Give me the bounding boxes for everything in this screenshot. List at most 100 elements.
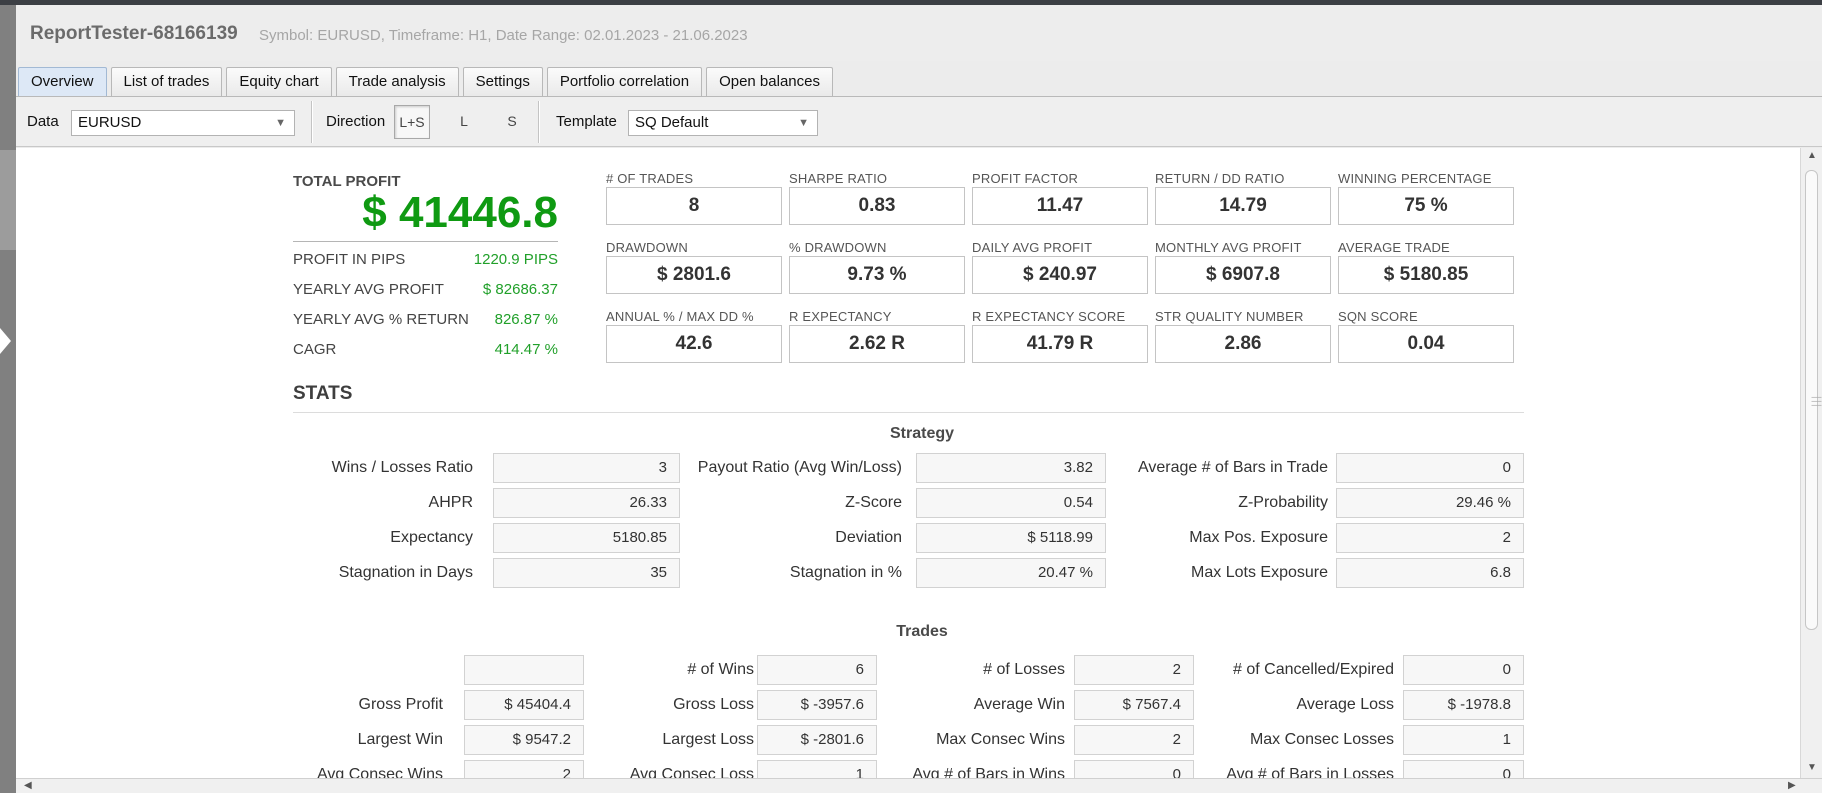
- stat-value: 20.47 %: [916, 558, 1106, 588]
- metric-value-trades: 8: [606, 187, 782, 225]
- metric-label: DAILY AVG PROFIT: [972, 240, 1093, 255]
- trade-stat-value: $ -3957.6: [757, 690, 877, 720]
- scroll-grip-icon: — — —: [1811, 392, 1822, 411]
- vertical-scrollbar[interactable]: ▲ — — — ▼: [1800, 148, 1822, 778]
- metric-label: AVERAGE TRADE: [1338, 240, 1450, 255]
- direction-button-long[interactable]: L: [460, 113, 468, 129]
- direction-label: Direction: [326, 113, 386, 130]
- strategy-heading: Strategy: [889, 425, 955, 442]
- stat-value: 0: [1336, 453, 1524, 483]
- scroll-right-icon[interactable]: ▶: [1788, 780, 1796, 791]
- stat-value: 35: [493, 558, 680, 588]
- toolbar-separator: [311, 101, 313, 143]
- trades-heading: Trades: [896, 623, 948, 640]
- direction-button-long-short[interactable]: L+S: [394, 105, 430, 139]
- trade-stat-value: 2: [464, 760, 584, 778]
- stat-label: Stagnation in %: [789, 564, 902, 581]
- data-select-value: EURUSD: [78, 114, 142, 131]
- report-title: ReportTester-68166139: [30, 23, 238, 44]
- tab-open-balances[interactable]: Open balances: [706, 67, 833, 97]
- dropdown-arrow-icon: ▼: [275, 117, 286, 129]
- trade-stat-label: Max Consec Losses: [1249, 731, 1394, 748]
- trade-stat-label: Average Win: [973, 696, 1065, 713]
- trade-stat-value: [464, 655, 584, 685]
- metric-label: ANNUAL % / MAX DD %: [606, 309, 754, 324]
- tab-list-of-trades[interactable]: List of trades: [110, 67, 223, 97]
- trade-stat-label: Largest Loss: [662, 731, 754, 748]
- yearly-avg-profit-label: YEARLY AVG PROFIT: [293, 281, 444, 298]
- vertical-scroll-thumb[interactable]: — — —: [1805, 170, 1822, 630]
- trade-stat-label: Max Consec Wins: [936, 731, 1065, 748]
- metric-label: R EXPECTANCY SCORE: [972, 309, 1126, 324]
- tab-underline: [16, 96, 1822, 97]
- metric-label: % DRAWDOWN: [789, 240, 887, 255]
- metric-value-drawdown: $ 2801.6: [606, 256, 782, 294]
- direction-button-short[interactable]: S: [507, 113, 517, 129]
- stat-label: Stagnation in Days: [338, 564, 473, 581]
- trade-stat-value: 0: [1403, 760, 1524, 778]
- tab-settings[interactable]: Settings: [462, 67, 543, 97]
- metric-label: R EXPECTANCY: [789, 309, 892, 324]
- dropdown-arrow-icon: ▼: [798, 117, 809, 129]
- overview-content: TOTAL PROFIT $ 41446.8 PROFIT IN PIPS 12…: [16, 148, 1800, 778]
- metric-label: DRAWDOWN: [606, 240, 688, 255]
- tab-overview[interactable]: Overview: [18, 67, 107, 97]
- metric-label: SQN SCORE: [1338, 309, 1418, 324]
- metric-label: WINNING PERCENTAGE: [1338, 171, 1492, 186]
- total-profit-title: TOTAL PROFIT: [293, 173, 401, 190]
- stat-label: AHPR: [428, 494, 473, 511]
- scroll-left-icon[interactable]: ◀: [24, 780, 32, 791]
- trade-stat-label: Largest Win: [357, 731, 443, 748]
- trade-stat-value: $ -2801.6: [757, 725, 877, 755]
- stat-label: Z-Score: [845, 494, 902, 511]
- cagr-label: CAGR: [293, 341, 337, 358]
- metric-label: PROFIT FACTOR: [972, 171, 1079, 186]
- trade-stat-label: Avg Consec Wins: [317, 766, 443, 778]
- trade-stat-value: $ -1978.8: [1403, 690, 1524, 720]
- scroll-down-icon[interactable]: ▼: [1807, 762, 1817, 773]
- trade-stat-value: 0: [1074, 760, 1194, 778]
- stat-value: $ 5118.99: [916, 523, 1106, 553]
- metric-value-average-trade: $ 5180.85: [1338, 256, 1514, 294]
- scroll-up-icon[interactable]: ▲: [1807, 150, 1817, 161]
- trade-stat-value: $ 9547.2: [464, 725, 584, 755]
- metric-label: RETURN / DD RATIO: [1155, 171, 1285, 186]
- toolbar: Data EURUSD ▼ Direction L+S L S Template…: [16, 97, 1822, 147]
- trade-stat-value: 2: [1074, 725, 1194, 755]
- trade-stat-value: $ 45404.4: [464, 690, 584, 720]
- trade-stat-label: Avg # of Bars in Losses: [1226, 766, 1394, 778]
- toolbar-separator: [538, 101, 540, 143]
- expand-arrow-icon: [0, 328, 11, 354]
- tab-portfolio-correlation[interactable]: Portfolio correlation: [546, 67, 703, 97]
- trade-stat-value: 1: [1403, 725, 1524, 755]
- metric-value-winning-percentage: 75 %: [1338, 187, 1514, 225]
- report-window: ReportTester-68166139 Symbol: EURUSD, Ti…: [0, 5, 1822, 793]
- top-strip: [0, 0, 1822, 5]
- trade-stat-label: # of Losses: [983, 661, 1065, 678]
- stat-value: 3.82: [916, 453, 1106, 483]
- tab-equity-chart[interactable]: Equity chart: [226, 67, 332, 97]
- cagr-value: 414.47 %: [494, 341, 558, 358]
- metric-label: MONTHLY AVG PROFIT: [1155, 240, 1302, 255]
- profit-in-pips-label: PROFIT IN PIPS: [293, 251, 406, 268]
- horizontal-scrollbar[interactable]: ◀ ▶: [16, 778, 1822, 793]
- side-panel-handle[interactable]: [0, 150, 16, 354]
- metric-label: SHARPE RATIO: [789, 171, 888, 186]
- template-label: Template: [556, 113, 617, 130]
- stat-label: Max Lots Exposure: [1191, 564, 1328, 581]
- yearly-avg-return-value: 826.87 %: [494, 311, 558, 328]
- data-select[interactable]: EURUSD ▼: [71, 110, 295, 136]
- stat-label: Payout Ratio (Avg Win/Loss): [697, 459, 902, 476]
- yearly-avg-profit-value: $ 82686.37: [482, 281, 558, 298]
- stat-label: Wins / Losses Ratio: [331, 459, 473, 476]
- trade-stat-label: Avg Consec Loss: [629, 766, 754, 778]
- tab-trade-analysis[interactable]: Trade analysis: [335, 67, 459, 97]
- trade-stat-value: 0: [1403, 655, 1524, 685]
- stat-value: 3: [493, 453, 680, 483]
- trade-stat-label: # of Cancelled/Expired: [1233, 661, 1394, 678]
- total-profit-value: $ 41446.8: [362, 188, 558, 237]
- template-select[interactable]: SQ Default ▼: [628, 110, 818, 136]
- stat-label: Max Pos. Exposure: [1189, 529, 1328, 546]
- metric-label: # OF TRADES: [606, 171, 694, 186]
- profit-in-pips-value: 1220.9 PIPS: [473, 251, 558, 268]
